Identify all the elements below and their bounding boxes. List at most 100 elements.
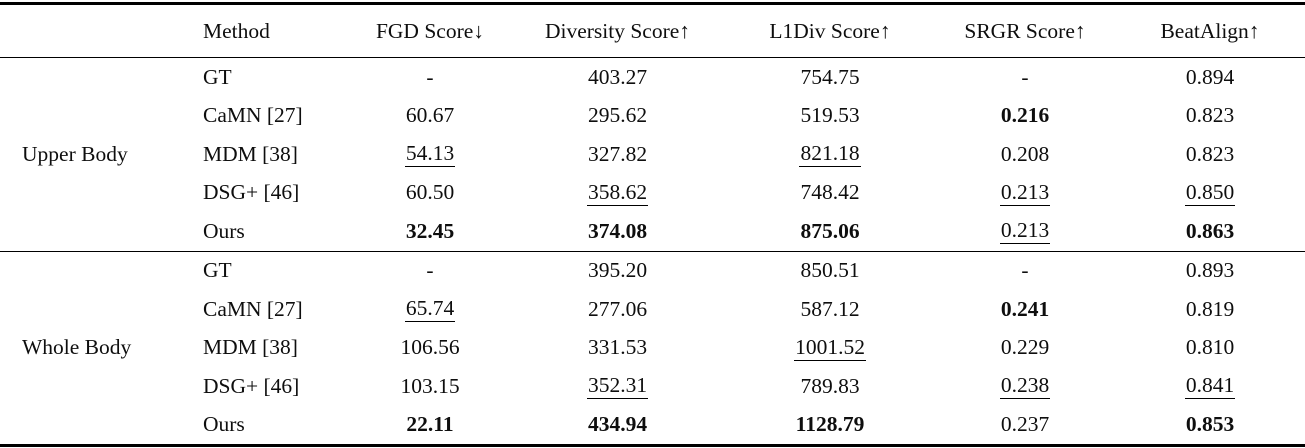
value-cell: 103.15: [350, 367, 510, 406]
value-cell: 60.50: [350, 174, 510, 213]
value-text: 358.62: [586, 180, 649, 206]
header-l1div-score: L1Div Score↑: [725, 3, 935, 58]
value-text: 0.850: [1184, 180, 1236, 206]
value-text: 65.74: [404, 296, 456, 323]
table-row: Whole Body GT - 395.20 850.51 - 0.893: [0, 250, 1305, 446]
value-text: 395.20: [587, 258, 648, 283]
group-label: Whole Body: [0, 250, 195, 446]
header-diversity-score: Diversity Score↑: [510, 3, 725, 58]
value-cell: 0.853: [1115, 406, 1305, 446]
value-text: -: [1021, 64, 1029, 89]
value-text: 60.50: [405, 180, 455, 205]
value-text: 0.238: [999, 373, 1051, 400]
value-text: 821.18: [799, 141, 861, 168]
value-cell: 519.53: [725, 97, 935, 136]
method-cell: MDM [38]: [203, 141, 298, 166]
value-text: 789.83: [800, 373, 860, 398]
method-cell: CaMN [27]: [203, 296, 303, 321]
value-text: 295.62: [587, 103, 648, 128]
value-text: 0.241: [1000, 296, 1050, 321]
value-text: 587.12: [800, 296, 860, 321]
value-text: 352.31: [586, 373, 649, 400]
value-cell: 0.810: [1115, 329, 1305, 368]
value-cell: 0.863: [1115, 212, 1305, 251]
value-text: 0.213: [999, 218, 1051, 245]
value-text: 1128.79: [795, 412, 865, 437]
value-cell: 277.06: [510, 290, 725, 329]
value-cell: 789.83: [725, 367, 935, 406]
header-group-spacer: [0, 3, 195, 58]
value-text: 0.216: [1000, 103, 1050, 128]
value-cell: 374.08: [510, 212, 725, 251]
value-cell: -: [935, 58, 1115, 97]
value-cell: 850.51: [725, 250, 935, 290]
value-cell: 331.53: [510, 329, 725, 368]
value-text: 331.53: [587, 335, 648, 360]
value-cell: 327.82: [510, 135, 725, 174]
value-text: 0.823: [1185, 141, 1235, 166]
value-cell: -: [935, 250, 1115, 290]
value-cell: 295.62: [510, 97, 725, 136]
value-text: 0.893: [1185, 258, 1235, 283]
value-text: 277.06: [587, 296, 648, 321]
value-cell: 0.823: [1115, 135, 1305, 174]
value-text: 0.863: [1185, 218, 1235, 243]
value-cell: 0.208: [935, 135, 1115, 174]
table-row: Upper Body GT - 403.27 754.75 - 0.894: [0, 58, 1305, 166]
value-cell: 0.213: [935, 212, 1115, 251]
method-cell: Ours: [203, 218, 245, 243]
value-text: 22.11: [406, 412, 454, 437]
value-cell: 1128.79: [725, 406, 935, 446]
value-cell: 54.13: [350, 135, 510, 174]
value-text: 519.53: [800, 103, 860, 128]
value-cell: 754.75: [725, 58, 935, 97]
value-cell: 65.74: [350, 290, 510, 329]
value-text: -: [1021, 258, 1029, 283]
value-text: 754.75: [800, 64, 860, 89]
value-text: 0.213: [999, 180, 1051, 206]
value-text: 103.15: [400, 373, 460, 398]
header-srgr-score: SRGR Score↑: [935, 3, 1115, 58]
table-row: MDM [38] 106.56 331.53 1001.52 0.229 0.810: [0, 329, 1305, 368]
value-cell: 875.06: [725, 212, 935, 251]
value-text: 32.45: [405, 218, 455, 243]
value-cell: 106.56: [350, 329, 510, 368]
value-text: 60.67: [405, 103, 455, 128]
table-row: Ours 22.11 434.94 1128.79 0.237 0.853: [0, 406, 1305, 446]
method-cell: MDM [38]: [203, 335, 298, 360]
value-text: 374.08: [587, 218, 648, 243]
value-text: 0.823: [1185, 103, 1235, 128]
value-text: 0.819: [1185, 296, 1235, 321]
table-row: DSG+ [46] 60.50 358.62 748.42 0.213 0.850: [0, 174, 1305, 213]
value-text: 0.237: [1000, 412, 1050, 437]
value-cell: -: [350, 250, 510, 290]
value-cell: 352.31: [510, 367, 725, 406]
value-text: 0.853: [1185, 412, 1235, 437]
value-text: 0.894: [1185, 64, 1235, 89]
method-cell: GT: [203, 64, 232, 89]
value-text: -: [426, 64, 434, 89]
value-text: 0.810: [1185, 335, 1235, 360]
value-cell: 0.823: [1115, 97, 1305, 136]
method-cell: Ours: [203, 412, 245, 437]
value-cell: 395.20: [510, 250, 725, 290]
value-text: 748.42: [800, 180, 860, 205]
value-cell: 0.819: [1115, 290, 1305, 329]
value-text: 1001.52: [794, 335, 866, 361]
value-cell: 0.213: [935, 174, 1115, 213]
method-cell: GT: [195, 250, 350, 290]
value-text: 850.51: [800, 258, 860, 283]
value-cell: 434.94: [510, 406, 725, 446]
value-cell: 0.893: [1115, 250, 1305, 290]
table-row: Ours 32.45 374.08 875.06 0.213 0.863: [0, 212, 1305, 251]
value-cell: 821.18: [725, 135, 935, 174]
value-cell: -: [350, 58, 510, 97]
value-text: 54.13: [404, 141, 456, 168]
value-text: 875.06: [800, 218, 860, 243]
value-cell: 60.67: [350, 97, 510, 136]
value-text: 403.27: [587, 64, 648, 89]
value-cell: 0.229: [935, 329, 1115, 368]
value-cell: 0.850: [1115, 174, 1305, 213]
value-cell: 1001.52: [725, 329, 935, 368]
